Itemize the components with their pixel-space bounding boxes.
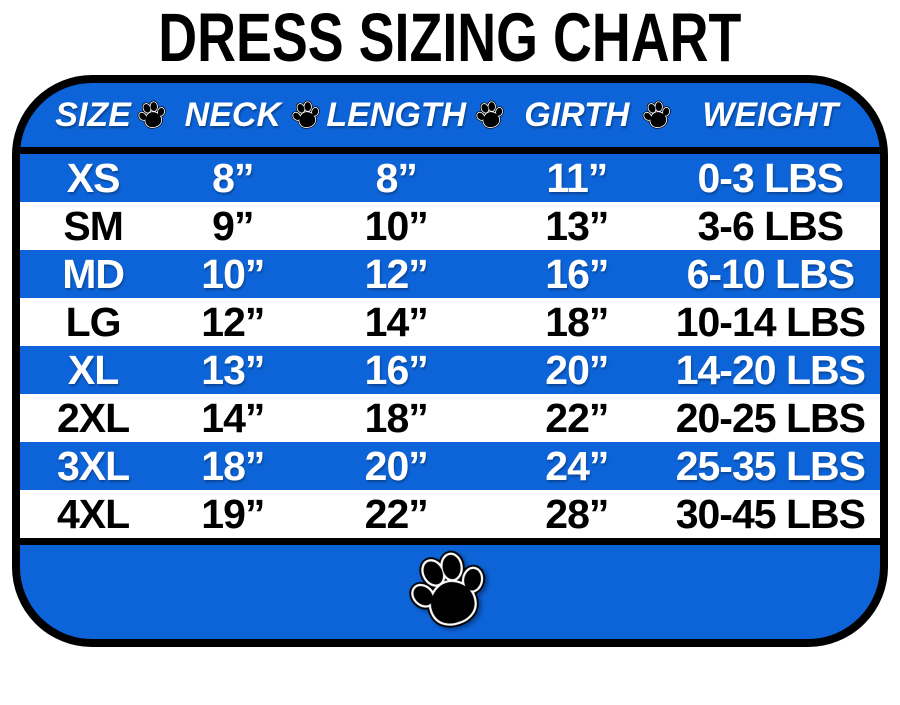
cell-weight: 20-25 LBS <box>675 394 866 441</box>
cell-length: 18” <box>364 394 429 441</box>
table-row: MD 10” 12” 16” 6-10 LBS <box>20 250 880 298</box>
cell-girth: 24” <box>545 442 609 489</box>
cell-neck: 8” <box>212 154 254 201</box>
cell-weight: 14-20 LBS <box>675 346 866 393</box>
cell-neck: 18” <box>201 442 265 489</box>
header-divider <box>20 147 880 154</box>
page-title-text: DRESS SIZING CHART <box>158 0 742 76</box>
cell-length: 16” <box>364 346 429 393</box>
cell-girth: 16” <box>545 250 609 297</box>
cell-girth: 13” <box>545 202 609 249</box>
cell-size: SM <box>63 202 124 249</box>
table-row: 3XL 18” 20” 24” 25-35 LBS <box>20 442 880 490</box>
cell-size: XL <box>67 346 119 393</box>
cell-weight: 30-45 LBS <box>675 490 866 537</box>
footer-divider <box>20 538 880 545</box>
cell-weight: 0-3 LBS <box>697 154 844 201</box>
cell-size: XS <box>66 154 121 201</box>
cell-girth: 22” <box>545 394 609 441</box>
page-title: DRESS SIZING CHART <box>0 0 900 75</box>
cell-weight: 10-14 LBS <box>675 298 866 345</box>
sizing-table-card: SIZE NECK LENGTH GIRTH WEIGHT XS 8” <box>12 75 888 647</box>
cell-length: 22” <box>364 490 429 537</box>
table-row: XS 8” 8” 11” 0-3 LBS <box>20 154 880 202</box>
cell-weight: 25-35 LBS <box>675 442 866 489</box>
table-body: XS 8” 8” 11” 0-3 LBS SM 9” 10” 13” 3-6 L… <box>20 154 880 538</box>
cell-size: LG <box>65 298 122 345</box>
table-row: XL 13” 16” 20” 14-20 LBS <box>20 346 880 394</box>
cell-neck: 9” <box>212 202 254 249</box>
cell-neck: 19” <box>201 490 265 537</box>
table-row: SM 9” 10” 13” 3-6 LBS <box>20 202 880 250</box>
cell-length: 14” <box>364 298 429 345</box>
card-footer <box>20 545 880 639</box>
table-row: 4XL 19” 22” 28” 30-45 LBS <box>20 490 880 538</box>
cell-weight: 3-6 LBS <box>697 202 844 249</box>
cell-girth: 20” <box>545 346 609 393</box>
cell-neck: 14” <box>201 394 265 441</box>
table-row: LG 12” 14” 18” 10-14 LBS <box>20 298 880 346</box>
column-header-weight: WEIGHT <box>702 96 839 134</box>
cell-size: 4XL <box>56 490 130 537</box>
cell-size: MD <box>62 250 125 297</box>
cell-girth: 11” <box>546 154 608 201</box>
column-header-neck: NECK <box>184 96 281 134</box>
column-header-girth: GIRTH <box>524 96 630 134</box>
cell-size: 2XL <box>56 394 130 441</box>
column-header-length: LENGTH <box>326 96 467 134</box>
cell-neck: 10” <box>201 250 265 297</box>
cell-length: 12” <box>364 250 429 297</box>
cell-neck: 13” <box>201 346 265 393</box>
cell-girth: 28” <box>545 490 609 537</box>
cell-size: 3XL <box>56 442 130 489</box>
table-header-row: SIZE NECK LENGTH GIRTH WEIGHT <box>20 83 880 147</box>
table-row: 2XL 14” 18” 22” 20-25 LBS <box>20 394 880 442</box>
column-header-size: SIZE <box>55 96 131 134</box>
cell-neck: 12” <box>201 298 265 345</box>
cell-girth: 18” <box>545 298 609 345</box>
cell-length: 10” <box>364 202 429 249</box>
cell-length: 8” <box>375 154 418 201</box>
cell-length: 20” <box>364 442 429 489</box>
paw-print-icon <box>396 537 501 644</box>
cell-weight: 6-10 LBS <box>686 250 855 297</box>
